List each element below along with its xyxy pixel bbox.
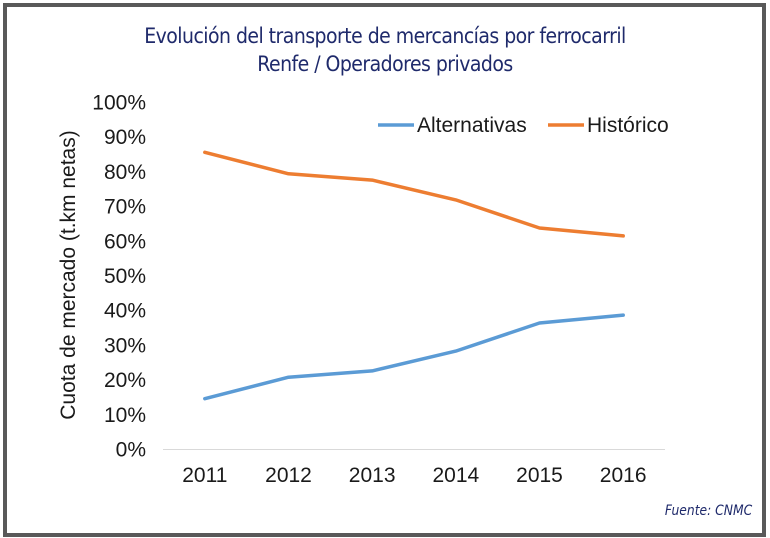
legend-label: Histórico [587,114,669,137]
x-tick-label: 2011 [182,464,227,487]
chart-title: Evolución del transporte de mercancías p… [144,24,626,48]
y-axis-label: Cuota de mercado (t.km netas) [57,130,80,419]
series-line-hist-rico [203,150,625,238]
source-note: Fuente: CNMC [664,503,752,519]
y-tick-label: 100% [92,92,146,115]
y-tick-label: 10% [104,404,146,427]
x-tick-label: 2014 [432,464,479,487]
x-tick-label: 2012 [265,464,312,487]
x-tick-label: 2016 [600,464,647,487]
series-line-alternativas [203,313,625,401]
y-tick-label: 0% [116,439,146,462]
legend: Alternativas Histórico [378,114,669,137]
x-tick-label: 2015 [516,464,563,487]
y-tick-label: 40% [104,300,146,323]
y-tick-label: 60% [104,230,146,253]
y-tick-label: 70% [104,196,146,219]
y-axis-ticks: 0% 10% 20% 30% 40% 50% 60% 70% 80% 90% 100% [92,92,146,462]
series-lines [203,150,625,401]
chart-subtitle: Renfe / Operadores privados [257,52,513,76]
legend-label: Alternativas [417,114,527,137]
x-axis-ticks: 2011 2012 2013 2014 2015 2016 [182,464,646,487]
y-tick-label: 50% [104,265,146,288]
y-tick-label: 90% [104,126,146,149]
chart-title-block: Evolución del transporte de mercancías p… [39,22,732,78]
x-tick-label: 2013 [349,464,396,487]
y-tick-label: 20% [104,369,146,392]
y-tick-label: 30% [104,334,146,357]
chart-frame [3,3,766,537]
y-tick-label: 80% [104,161,146,184]
